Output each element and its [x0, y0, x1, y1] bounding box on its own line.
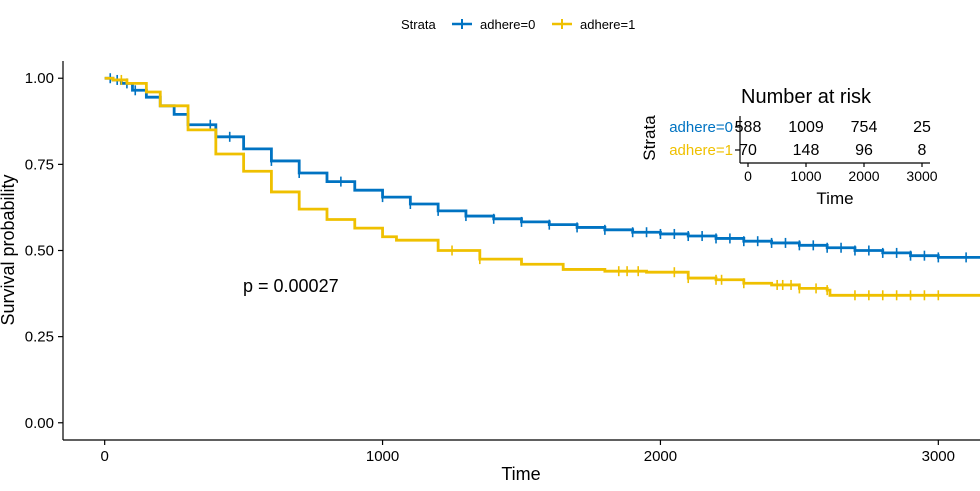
y-tick-label: 0.75	[25, 156, 54, 173]
risk-x-tick-label: 3000	[906, 168, 937, 184]
legend-label-adhere0: adhere=0	[480, 17, 535, 32]
risk-x-tick-label: 1000	[790, 168, 821, 184]
x-tick-label: 1000	[366, 448, 399, 465]
y-tick-label: 0.25	[25, 329, 54, 346]
risk-x-tick-label: 0	[744, 168, 752, 184]
x-axis-label: Time	[501, 464, 540, 484]
y-axis-label: Survival probability	[0, 174, 18, 325]
risk-value: 754	[851, 119, 878, 136]
y-tick-label: 1.00	[25, 70, 54, 87]
risk-value: 96	[855, 142, 873, 159]
legend-label-adhere1: adhere=1	[580, 17, 635, 32]
risk-table-ylabel: Strata	[640, 115, 659, 161]
risk-table-rows: adhere=0 588 1009 754 25 adhere=1 70 148 96 8	[669, 119, 931, 159]
y-ticks: 0.00 0.25 0.50 0.75 1.00	[25, 70, 63, 432]
risk-row-label: adhere=1	[669, 142, 733, 159]
x-tick-label: 0	[101, 448, 109, 465]
p-value-annotation: p = 0.00027	[243, 276, 339, 296]
y-tick-label: 0.50	[25, 243, 54, 260]
risk-value: 588	[735, 119, 762, 136]
legend: Strata adhere=0 adhere=1	[401, 17, 635, 32]
risk-x-tick-label: 2000	[848, 168, 879, 184]
risk-value: 70	[739, 142, 757, 159]
risk-value: 1009	[788, 119, 824, 136]
x-tick-label: 3000	[922, 448, 955, 465]
survival-curves	[104, 73, 980, 301]
risk-row-label: adhere=0	[669, 119, 733, 136]
risk-table-xlabel: Time	[816, 189, 853, 208]
risk-value: 8	[918, 142, 927, 159]
legend-title: Strata	[401, 17, 436, 32]
risk-table-title: Number at risk	[741, 86, 872, 108]
x-ticks: 0 1000 2000 3000	[101, 440, 955, 465]
risk-value: 25	[913, 119, 931, 136]
risk-table: Number at risk Strata adhere=0 588 1009 754…	[640, 86, 938, 208]
y-tick-label: 0.00	[25, 415, 54, 432]
risk-table-x-ticks: 0 1000 2000 3000	[744, 163, 938, 184]
x-tick-label: 2000	[644, 448, 677, 465]
risk-value: 148	[793, 142, 820, 159]
survival-curve-adhere1	[104, 76, 980, 297]
